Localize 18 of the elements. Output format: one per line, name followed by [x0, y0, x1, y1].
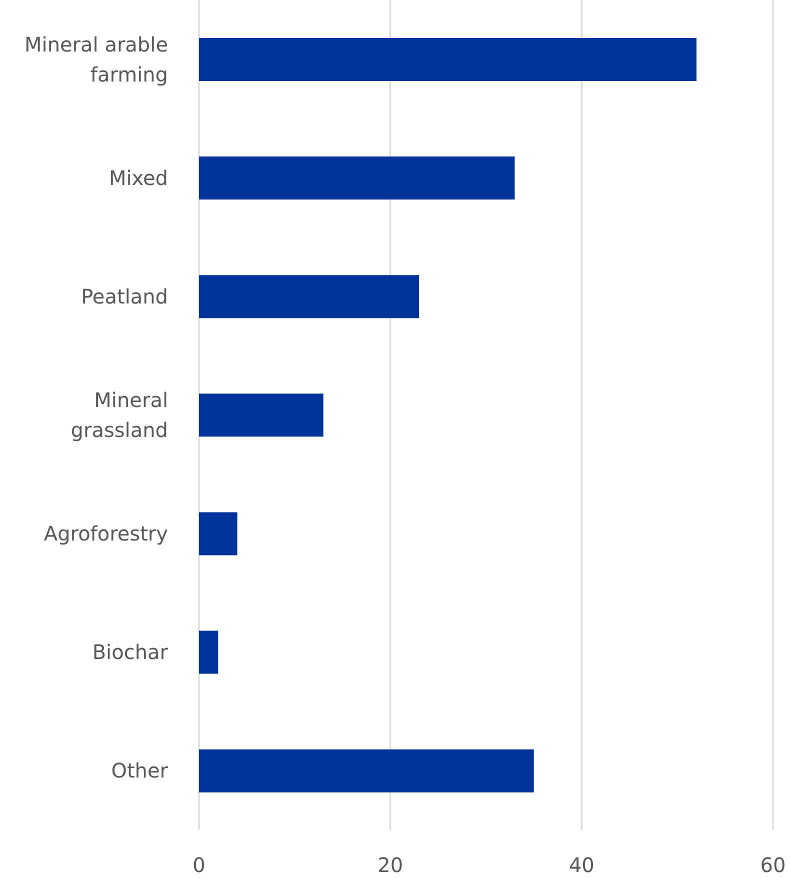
bar	[199, 38, 696, 81]
x-tick-label: 0	[192, 853, 206, 878]
y-tick-label: Mixed	[108, 166, 168, 190]
y-tick-label: Other	[111, 758, 169, 783]
bar	[199, 275, 420, 318]
y-tick-label: Peatland	[81, 284, 168, 308]
bar	[199, 394, 324, 437]
y-tick-label: Biochar	[92, 640, 169, 664]
y-tick-label: Mineral arable farming	[24, 32, 168, 86]
bar	[199, 630, 218, 674]
y-tick-label: Mineral grassland	[70, 388, 168, 442]
bar	[199, 512, 238, 556]
x-tick-label: 40	[568, 853, 594, 878]
bar	[199, 749, 534, 792]
bar	[199, 156, 515, 200]
x-tick-label: 20	[378, 853, 404, 878]
y-tick-label: Agroforestry	[44, 522, 168, 546]
x-tick-label: 60	[760, 853, 786, 878]
